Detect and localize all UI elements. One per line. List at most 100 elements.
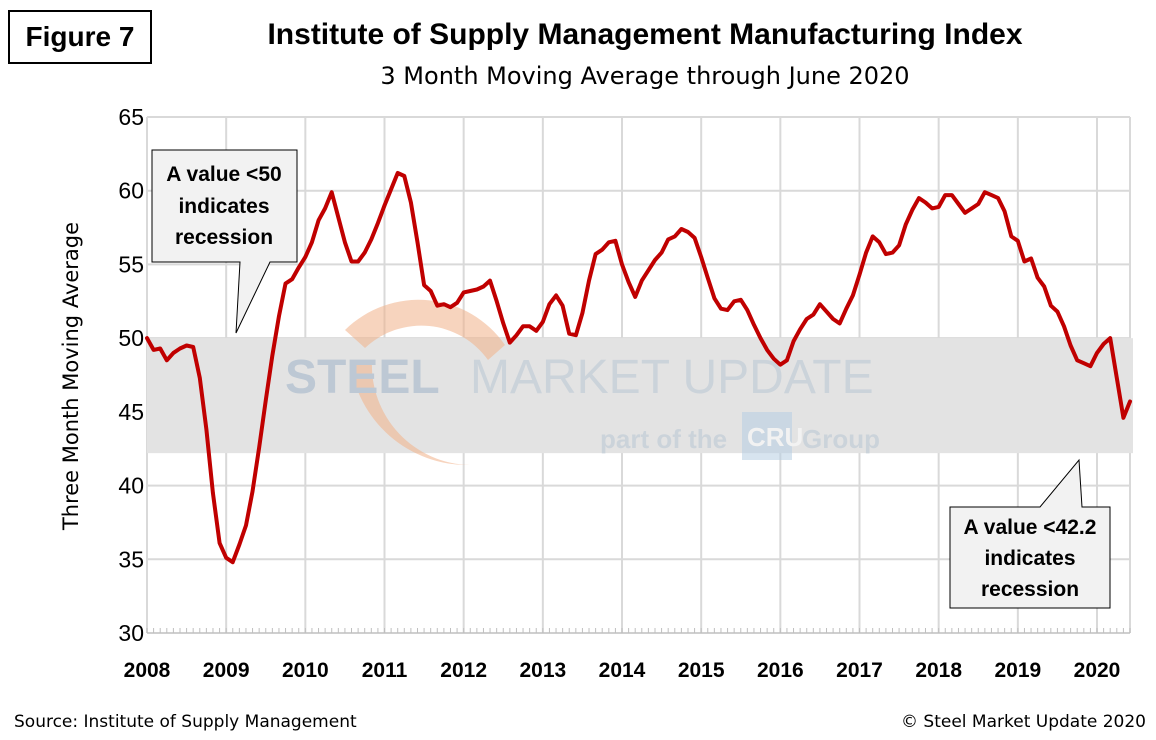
data-point (996, 196, 1000, 200)
data-point (1082, 361, 1086, 365)
x-tick-label: 2008 (124, 659, 171, 682)
data-point (877, 240, 881, 244)
data-point (904, 223, 908, 227)
data-point (772, 357, 776, 361)
data-point (811, 312, 815, 317)
data-point (211, 491, 215, 495)
callout-top-left-box (151, 149, 298, 334)
data-point (165, 358, 169, 362)
data-point (316, 218, 321, 222)
data-point (184, 343, 189, 348)
data-point (686, 230, 690, 234)
data-point (561, 304, 565, 308)
data-point (1055, 310, 1060, 314)
data-point (613, 239, 618, 243)
callout-top-left-line3: recession (175, 226, 273, 249)
data-point (897, 243, 901, 247)
data-point (1075, 358, 1079, 362)
data-point (191, 345, 195, 349)
data-point (231, 560, 235, 564)
data-point (1036, 276, 1040, 280)
data-point (798, 327, 802, 331)
data-point (983, 190, 987, 194)
data-point (508, 340, 512, 345)
chart-subtitle: 3 Month Moving Average through June 2020 (380, 62, 910, 90)
data-point (970, 206, 974, 211)
data-point (336, 215, 340, 219)
data-point (917, 196, 921, 200)
data-point (943, 193, 947, 197)
data-point (415, 240, 420, 244)
data-point (805, 317, 809, 321)
data-point (198, 376, 202, 380)
data-point (1016, 239, 1020, 243)
data-point (1029, 256, 1033, 261)
data-point (481, 284, 486, 289)
data-point (890, 251, 895, 255)
data-point (323, 206, 327, 211)
axes (146, 628, 1131, 634)
data-point (1095, 351, 1099, 355)
x-tick-label: 2011 (362, 659, 408, 682)
data-points (145, 171, 1132, 564)
data-point (429, 289, 433, 293)
data-point (739, 298, 743, 302)
data-point (633, 295, 637, 299)
figure-label: Figure 7 (8, 10, 152, 64)
data-point (363, 251, 367, 255)
data-point (224, 556, 228, 560)
data-point (600, 248, 604, 252)
data-point (488, 279, 492, 283)
data-point (396, 171, 400, 175)
data-point (831, 317, 835, 321)
data-point (765, 348, 769, 352)
callout-bottom-right-line3: recession (981, 578, 1079, 601)
callout-top-left-line2: indicates (178, 195, 269, 218)
data-point (1042, 284, 1046, 289)
data-point (422, 283, 426, 287)
data-point (778, 363, 782, 367)
data-point (349, 259, 354, 264)
data-point (673, 234, 677, 239)
data-point (514, 333, 519, 337)
chart-title: Institute of Supply Management Manufactu… (267, 18, 1023, 51)
data-point (758, 336, 763, 340)
data-point (270, 354, 274, 358)
data-point (151, 348, 156, 352)
y-tick-labels: 30 35 40 45 50 55 60 65 (118, 104, 144, 646)
data-point (204, 427, 208, 432)
data-point (310, 240, 314, 244)
data-point (1069, 343, 1073, 348)
x-tick-label: 2017 (836, 659, 883, 682)
y-tick-label: 45 (118, 399, 144, 425)
x-tick-label: 2009 (203, 659, 250, 682)
data-point (1115, 376, 1119, 380)
data-point (171, 351, 175, 355)
data-point (343, 240, 347, 244)
data-point (541, 320, 545, 324)
callout-bottom-right-line2: indicates (984, 547, 1075, 570)
data-point (838, 321, 842, 325)
data-point (580, 311, 585, 315)
data-point (653, 258, 657, 262)
x-tick-label: 2019 (994, 659, 1041, 682)
data-point (871, 234, 875, 239)
data-point (785, 358, 789, 362)
data-point (976, 202, 980, 206)
data-point (666, 237, 670, 241)
data-point (442, 302, 446, 306)
x-tick-label: 2018 (915, 659, 962, 682)
y-tick-label: 60 (118, 178, 144, 204)
data-point (534, 329, 538, 333)
data-point (712, 296, 716, 300)
data-point (937, 205, 941, 209)
data-point (659, 251, 664, 255)
copyright-note: © Steel Market Update 2020 (901, 712, 1146, 732)
watermark-part-of: part of the (600, 424, 727, 454)
data-point (468, 289, 472, 293)
data-point (950, 193, 954, 197)
x-tick-label: 2013 (519, 659, 566, 682)
y-axis-label: Three Month Moving Average (59, 222, 83, 531)
data-point (1049, 304, 1053, 308)
y-tick-label: 50 (118, 325, 144, 351)
